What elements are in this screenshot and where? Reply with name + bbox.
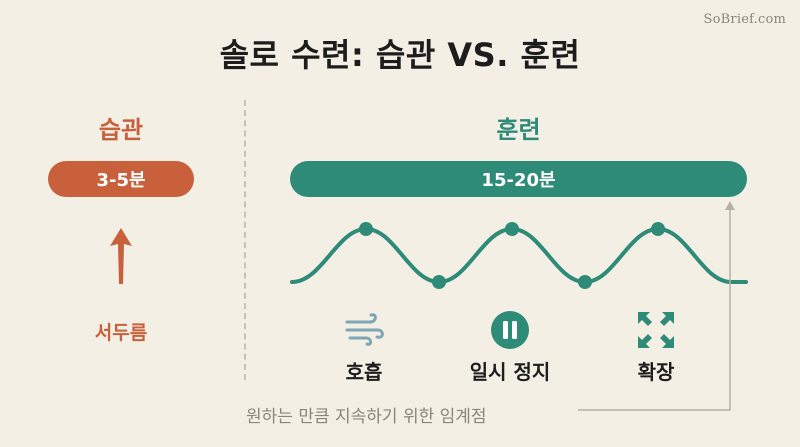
column-divider [244, 100, 246, 380]
training-duration-label: 15-20분 [481, 170, 556, 191]
wind-icon [345, 313, 384, 346]
wave-peak-dot [651, 222, 665, 236]
wave-peak-dot [359, 222, 373, 236]
wave-trough-dot [578, 275, 592, 289]
up-arrow-icon [110, 228, 132, 284]
phase-label-breath: 호흡 [345, 360, 383, 384]
wave-peak-dot [505, 222, 519, 236]
wave-line [290, 226, 748, 285]
warmup-label: 서두름 [94, 322, 148, 344]
training-duration-pill: 15-20분 [290, 161, 747, 197]
training-heading: 훈련 [496, 116, 541, 144]
phase-label-pause: 일시 정지 [469, 360, 551, 384]
expand-icon [638, 312, 674, 348]
habit-duration-label: 3-5분 [96, 170, 146, 191]
wave-trough-dot [432, 275, 446, 289]
threshold-note: 원하는 만큼 지속하기 위한 임계점 [246, 407, 487, 427]
brand-logo: SoBrief.com [703, 12, 786, 27]
page-title: 솔로 수련: 습관 VS. 훈련 [219, 36, 581, 74]
habit-duration-pill: 3-5분 [48, 161, 194, 197]
threshold-arrowhead [725, 201, 735, 210]
habit-heading: 습관 [98, 116, 144, 144]
phase-label-expand: 확장 [637, 360, 675, 384]
pause-icon [491, 311, 529, 349]
